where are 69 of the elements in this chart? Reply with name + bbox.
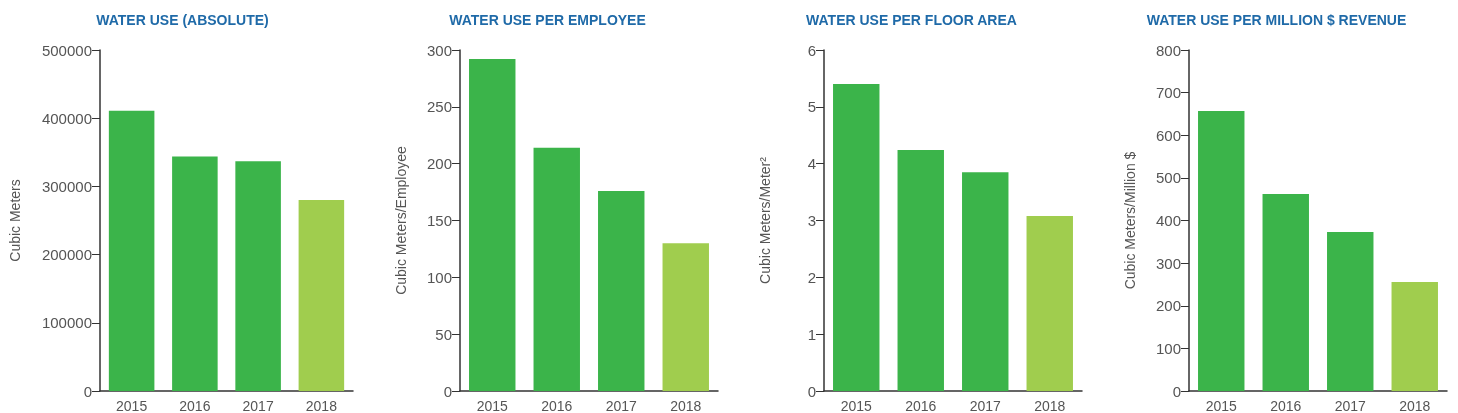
x-tick-label: 2015: [116, 398, 148, 413]
x-tick-label: 2016: [179, 398, 211, 413]
bar: [172, 156, 218, 391]
x-tick-label: 2016: [1269, 398, 1302, 413]
x-tick-label: 2017: [969, 398, 1002, 413]
y-tick-label: 300000: [41, 177, 92, 195]
y-axis-title: Cubic Meters/Million $: [1121, 151, 1138, 290]
y-tick-label: 200000: [41, 246, 92, 264]
y-tick-label: 200: [1155, 297, 1181, 315]
y-axis-title: Cubic Meters: [7, 179, 23, 262]
bar: [833, 84, 880, 391]
chart-title: WATER USE PER FLOOR AREA: [806, 12, 1017, 28]
y-tick-label: 1: [807, 325, 816, 343]
y-tick-label: 300: [426, 41, 452, 59]
x-tick-label: 2015: [1205, 398, 1237, 413]
x-tick-label: 2016: [905, 398, 937, 413]
y-tick-label: 4: [807, 155, 816, 173]
y-tick-label: 100: [1155, 339, 1181, 357]
y-tick-label: 2: [807, 268, 816, 286]
bar: [897, 150, 944, 391]
y-axis-title: Cubic Meters/Meter²: [757, 156, 773, 284]
x-tick-label: 2018: [1034, 398, 1066, 413]
y-tick-label: 6: [807, 41, 816, 59]
y-tick-label: 500: [1155, 169, 1181, 187]
bar: [1262, 194, 1309, 391]
bar: [1197, 110, 1244, 391]
y-tick-label: 700: [1155, 84, 1181, 102]
bar: [662, 243, 709, 391]
x-tick-label: 2018: [305, 398, 338, 413]
x-tick-label: 2015: [840, 398, 873, 413]
bar: [108, 110, 155, 391]
bar: [962, 172, 1009, 391]
chart-title: WATER USE (ABSOLUTE): [96, 12, 269, 28]
x-tick-label: 2017: [1334, 398, 1366, 413]
bar: [1026, 215, 1073, 391]
bar: [235, 161, 281, 391]
x-tick-label: 2017: [605, 398, 637, 413]
y-tick-label: 600: [1155, 126, 1181, 144]
x-tick-label: 2018: [669, 398, 702, 413]
bar: [468, 59, 515, 391]
bar: [533, 147, 580, 391]
y-tick-label: 200: [426, 155, 452, 173]
bar: [298, 200, 345, 391]
bar: [1326, 232, 1373, 391]
y-tick-label: 100000: [41, 314, 92, 332]
x-tick-label: 2017: [242, 398, 274, 413]
y-tick-label: 3: [807, 212, 816, 229]
bar: [597, 190, 644, 391]
y-tick-label: 50: [434, 325, 452, 343]
chart-title: WATER USE PER MILLION $ REVENUE: [1146, 12, 1406, 28]
y-tick-label: 5: [807, 98, 816, 116]
x-tick-label: 2016: [540, 398, 573, 413]
x-tick-label: 2015: [476, 398, 508, 413]
chart-title: WATER USE PER EMPLOYEE: [448, 12, 646, 28]
y-tick-label: 150: [426, 212, 452, 229]
x-tick-label: 2018: [1398, 398, 1431, 413]
y-tick-label: 250: [426, 98, 452, 116]
y-tick-label: 300: [1155, 254, 1181, 272]
y-tick-label: 500000: [41, 41, 92, 59]
y-tick-label: 0: [807, 382, 816, 400]
y-tick-label: 0: [83, 382, 92, 400]
y-tick-label: 800: [1155, 41, 1181, 59]
bar: [1391, 281, 1438, 391]
y-tick-label: 0: [1172, 382, 1181, 400]
y-tick-label: 100: [426, 268, 452, 286]
y-tick-label: 400: [1155, 212, 1181, 229]
y-tick-label: 400000: [41, 109, 92, 127]
y-tick-label: 0: [443, 382, 452, 400]
y-axis-title: Cubic Meters/Employee: [392, 145, 409, 295]
